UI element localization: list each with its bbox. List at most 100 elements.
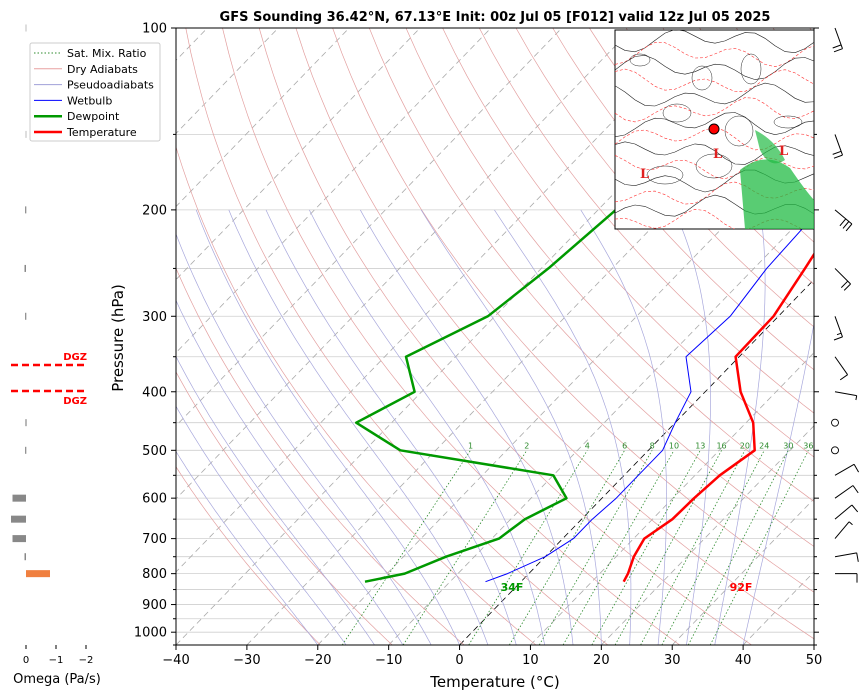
x-tick-label: 50	[806, 653, 823, 668]
pseudoadiabat	[673, 209, 711, 645]
wind-barb	[834, 268, 851, 291]
mixing-ratio-label: 13	[695, 441, 705, 450]
mixing-ratio-labels: 1 2 4 6 8 10 13 16 20 24 30 36	[468, 441, 813, 450]
pseudoadiabat	[176, 450, 319, 645]
dry-adiabat	[295, 28, 814, 640]
isotherm-line	[530, 352, 814, 645]
dry-adiabat	[258, 28, 752, 645]
dry-adiabat	[846, 28, 863, 645]
dgz-label-bottom: DGZ	[63, 396, 87, 407]
dry-adiabat	[809, 28, 814, 34]
omega-bar	[25, 419, 27, 427]
omega-axis-label: Omega (Pa/s)	[13, 672, 101, 687]
y-tick-label: 800	[142, 567, 167, 582]
mixing-ratio-label: 16	[716, 441, 726, 450]
wind-barbs	[831, 27, 860, 583]
omega-bar	[26, 570, 50, 578]
wind-barb	[834, 521, 853, 539]
map-contour	[662, 103, 692, 123]
dry-adiabat	[478, 28, 814, 414]
isotherm-line	[176, 28, 704, 573]
omega-bar	[12, 494, 26, 502]
omega-bar	[25, 312, 27, 320]
map-contour	[740, 53, 762, 85]
map-contour	[615, 42, 814, 68]
pseudoadiabat	[580, 209, 667, 645]
wind-barb	[832, 27, 843, 53]
mixing-ratio-label: 10	[669, 441, 679, 450]
calm-wind-circle	[831, 446, 839, 455]
y-axis-ticks: 100 200 300 400 500 600 700 800 900 1000	[134, 22, 819, 646]
dry-adiabat	[176, 145, 537, 645]
low-pressure-marker: L	[779, 144, 788, 159]
pseudoadiabat	[308, 209, 545, 645]
surface-temp-label: 92F	[730, 581, 753, 594]
map-contour	[695, 153, 733, 179]
x-tick-label: 0	[455, 653, 463, 668]
isotherm-line	[246, 59, 814, 645]
legend-label: Wetbulb	[67, 94, 112, 107]
wind-barb	[834, 573, 858, 583]
x-axis-label: Temperature (°C)	[429, 673, 559, 691]
low-pressure-marker: L	[640, 167, 649, 182]
x-tick-label: 40	[735, 653, 752, 668]
pseudoadiabat	[420, 209, 602, 645]
surface-dewpoint-label: 34F	[501, 581, 524, 594]
isotherm-line	[813, 644, 814, 645]
y-tick-label: 900	[142, 598, 167, 613]
x-tick-label: −30	[233, 653, 260, 668]
omega-panel: DGZ DGZ 0 −1 −2 Omega (Pa/s)	[11, 24, 101, 687]
wind-barb	[834, 463, 860, 476]
legend: Sat. Mix. Ratio Dry Adiabats Pseudoadiabat…	[29, 42, 161, 142]
dry-adiabat	[222, 28, 681, 645]
y-axis-label: Pressure (hPa)	[109, 284, 127, 392]
omega-tick-label: −1	[49, 655, 64, 666]
omega-bar	[11, 515, 26, 523]
dry-adiabat	[185, 28, 609, 645]
mixing-ratio-line	[709, 450, 809, 645]
wind-barb	[834, 391, 858, 401]
wetbulb-line	[485, 214, 814, 583]
map-contour	[615, 112, 814, 138]
map-contour	[615, 30, 814, 54]
wind-barb	[834, 552, 859, 562]
y-tick-label: 100	[142, 22, 167, 37]
map-contour	[615, 97, 814, 123]
legend-label: Pseudoadiabats	[67, 79, 154, 92]
dewpoint-line	[354, 68, 814, 583]
y-tick-label: 200	[142, 203, 167, 218]
dry-adiabat	[176, 466, 321, 645]
map-contour	[615, 68, 814, 92]
dry-adiabat	[442, 28, 814, 458]
mixing-ratio-line	[661, 450, 765, 645]
mixing-ratio-line	[468, 450, 588, 645]
chart-title: GFS Sounding 36.42°N, 67.13°E Init: 00z …	[220, 10, 771, 25]
x-tick-label: 30	[664, 653, 681, 668]
map-contour	[724, 115, 754, 147]
y-tick-label: 700	[142, 532, 167, 547]
pseudoadiabat	[742, 321, 814, 645]
map-contour	[615, 127, 814, 151]
dry-adiabat	[176, 371, 393, 645]
pseudoadiabat	[265, 209, 517, 645]
x-tick-label: −20	[304, 653, 331, 668]
omega-bars	[11, 24, 50, 578]
y-tick-label: 500	[142, 444, 167, 459]
dry-adiabat	[176, 267, 465, 645]
pseudoadiabat	[714, 209, 766, 645]
mixing-ratio-label: 8	[650, 441, 655, 450]
mixing-ratio-line	[614, 450, 722, 645]
x-tick-label: −10	[375, 653, 402, 668]
map-contour	[773, 115, 803, 129]
calm-wind-circle	[831, 418, 839, 427]
isotherm-line	[317, 132, 814, 645]
background-lines	[176, 28, 863, 645]
legend-label: Dewpoint	[67, 110, 120, 123]
temperature-line	[622, 252, 814, 583]
mixing-ratio-label: 4	[585, 441, 590, 450]
wind-barb	[832, 134, 843, 159]
wind-barb	[834, 485, 859, 499]
omega-bar	[25, 24, 27, 32]
pseudoadiabat	[195, 209, 460, 645]
plot-frame	[175, 27, 815, 646]
